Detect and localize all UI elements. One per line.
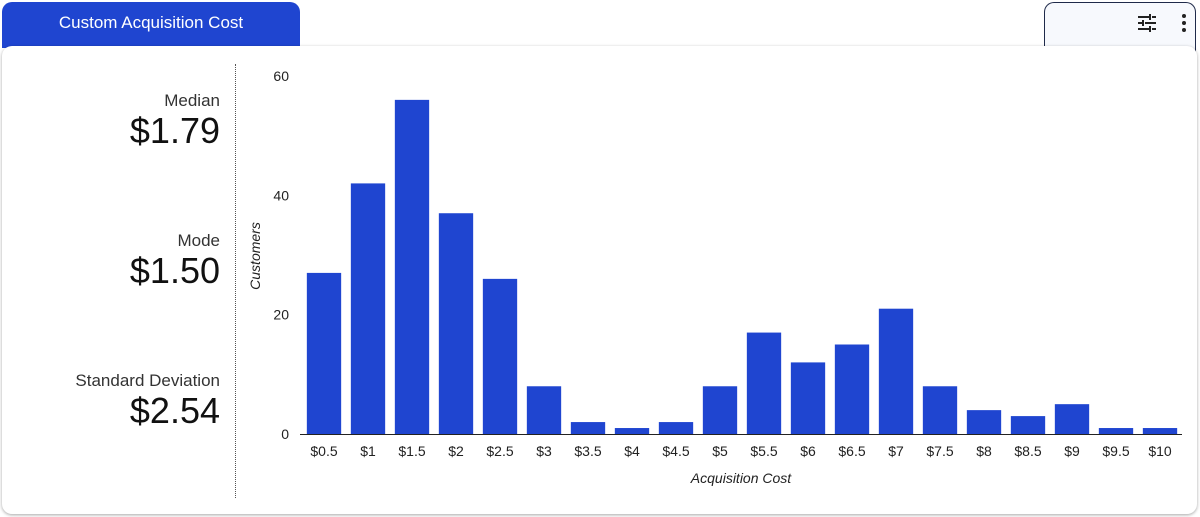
x-tick-label: $7.5 [926, 443, 953, 459]
bar[interactable] [790, 362, 826, 434]
y-axis-title: Customers [247, 222, 263, 290]
stat-mode: Mode $1.50 [130, 231, 220, 290]
x-tick-label: $2 [448, 443, 464, 459]
x-tick-label: $6 [800, 443, 816, 459]
y-tick-label: 60 [273, 68, 289, 84]
y-axis-ticks: 0 20 40 60 [273, 68, 289, 442]
y-tick-label: 20 [273, 307, 289, 323]
bar[interactable] [350, 183, 386, 434]
x-tick-label: $1 [360, 443, 376, 459]
bars [306, 99, 1178, 435]
x-tick-label: $4.5 [662, 443, 689, 459]
x-tick-label: $6.5 [838, 443, 865, 459]
bar[interactable] [394, 99, 430, 434]
bar[interactable] [526, 386, 562, 434]
bar[interactable] [306, 272, 342, 434]
x-tick-label: $0.5 [310, 443, 337, 459]
histogram-chart: 0 20 40 60 $0.5 $1 $1.5 $2 $2.5 $3 $3.5 $4 $4.5 $5 $5… [247, 68, 1182, 486]
bar[interactable] [834, 344, 870, 435]
tab-custom-acquisition-cost[interactable]: Custom Acquisition Cost [2, 2, 300, 48]
bar[interactable] [658, 422, 694, 434]
stat-std: Standard Deviation $2.54 [75, 371, 220, 430]
y-tick-label: 40 [273, 187, 289, 203]
stat-median-label: Median [164, 91, 220, 110]
x-tick-label: $5 [712, 443, 728, 459]
bar[interactable] [1142, 428, 1178, 434]
stat-mode-value: $1.50 [129, 250, 220, 291]
stat-mode-label: Mode [177, 231, 220, 250]
summary-stats: Median $1.79 Mode $1.50 Standard Deviati… [2, 46, 234, 514]
tab-title: Custom Acquisition Cost [58, 13, 244, 32]
x-tick-label: $8 [976, 443, 992, 459]
x-tick-label: $2.5 [486, 443, 513, 459]
chart-card: Median $1.79 Mode $1.50 Standard Deviati… [2, 46, 1197, 514]
x-tick-label: $7 [888, 443, 904, 459]
tune-icon[interactable] [1135, 11, 1159, 35]
bar[interactable] [702, 386, 738, 434]
bar[interactable] [1010, 416, 1046, 434]
x-tick-label: $5.5 [750, 443, 777, 459]
x-axis-ticks: $0.5 $1 $1.5 $2 $2.5 $3 $3.5 $4 $4.5 $5 $5.5 $6 $6.5… [310, 443, 1172, 459]
bar[interactable] [878, 308, 914, 434]
stat-std-label: Standard Deviation [75, 371, 220, 390]
x-tick-label: $3.5 [574, 443, 601, 459]
stat-median-value: $1.79 [129, 110, 220, 151]
x-tick-label: $9.5 [1102, 443, 1129, 459]
stats-divider [235, 64, 236, 498]
bar[interactable] [966, 410, 1002, 434]
stat-median: Median $1.79 [130, 91, 220, 150]
bar[interactable] [570, 422, 606, 434]
x-tick-label: $10 [1148, 443, 1172, 459]
x-tick-label: $9 [1064, 443, 1080, 459]
bar[interactable] [1054, 404, 1090, 434]
x-tick-label: $1.5 [398, 443, 425, 459]
y-tick-label: 0 [281, 426, 289, 442]
bar[interactable] [746, 332, 782, 434]
x-tick-label: $3 [536, 443, 552, 459]
bar[interactable] [438, 213, 474, 434]
bar[interactable] [482, 278, 518, 434]
stat-std-value: $2.54 [129, 390, 220, 431]
bar[interactable] [614, 428, 650, 434]
bar[interactable] [922, 386, 958, 434]
x-axis-title: Acquisition Cost [690, 470, 792, 486]
x-tick-label: $8.5 [1014, 443, 1041, 459]
x-tick-label: $4 [624, 443, 640, 459]
more-vert-icon[interactable] [1172, 11, 1196, 35]
bar[interactable] [1098, 428, 1134, 434]
chart-toolbar [1044, 2, 1196, 52]
